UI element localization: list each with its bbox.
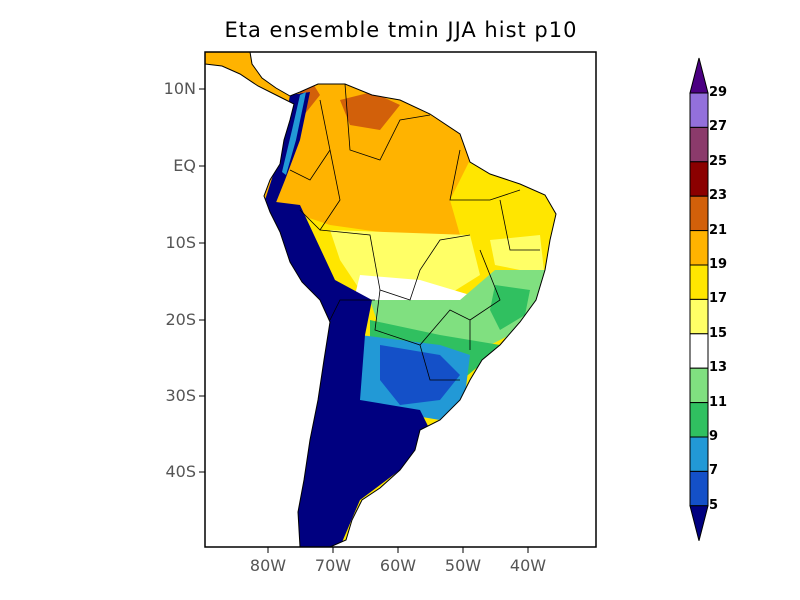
lat-label: 10N <box>163 79 196 98</box>
colorbar-label: 9 <box>709 429 719 444</box>
lon-label: 80W <box>249 556 287 575</box>
colorbar-label: 17 <box>709 291 728 307</box>
shaded-field <box>205 52 557 547</box>
colorbar-box <box>689 264 709 300</box>
colorbar-box <box>689 333 709 369</box>
colorbar-box <box>689 298 709 335</box>
colorbar-box <box>689 126 709 163</box>
colorbar-label: 15 <box>709 325 728 341</box>
colorbar-label: 21 <box>709 222 728 238</box>
lat-label: 40S <box>165 462 196 481</box>
lon-label: 70W <box>314 556 352 575</box>
colorbar-box <box>689 161 709 197</box>
colorbar-box <box>689 470 709 507</box>
lat-label: 20S <box>165 310 196 329</box>
colorbar-box <box>689 92 709 128</box>
plot-title: Eta ensemble tmin JJA hist p10 <box>224 18 578 42</box>
lat-label: 10S <box>165 233 196 252</box>
colorbar-label: 25 <box>709 153 728 169</box>
colorbar <box>689 57 709 541</box>
colorbar-box <box>689 436 709 472</box>
lon-label: 50W <box>444 556 482 575</box>
colorbar-label: 23 <box>709 188 728 204</box>
colorbar-box <box>689 195 709 232</box>
colorbar-top-arrow <box>689 57 709 94</box>
colorbar-label: 13 <box>709 360 728 376</box>
colorbar-label: 7 <box>709 463 719 479</box>
lon-label: 40W <box>509 556 547 575</box>
lat-label: 30S <box>165 386 196 405</box>
lat-label: EQ <box>173 156 196 175</box>
colorbar-bottom-arrow <box>689 505 709 541</box>
colorbar-label: 11 <box>709 394 728 410</box>
axis-ticks <box>199 88 529 553</box>
colorbar-label: 29 <box>709 85 728 100</box>
colorbar-label: 27 <box>709 119 728 135</box>
country-borders <box>289 83 540 381</box>
lon-label: 60W <box>379 556 417 575</box>
colorbar-label: 5 <box>709 497 719 513</box>
colorbar-box <box>689 230 709 266</box>
colorbar-box <box>689 402 709 438</box>
colorbar-label: 19 <box>709 257 728 272</box>
map-frame <box>204 51 597 548</box>
colorbar-box <box>689 367 709 404</box>
